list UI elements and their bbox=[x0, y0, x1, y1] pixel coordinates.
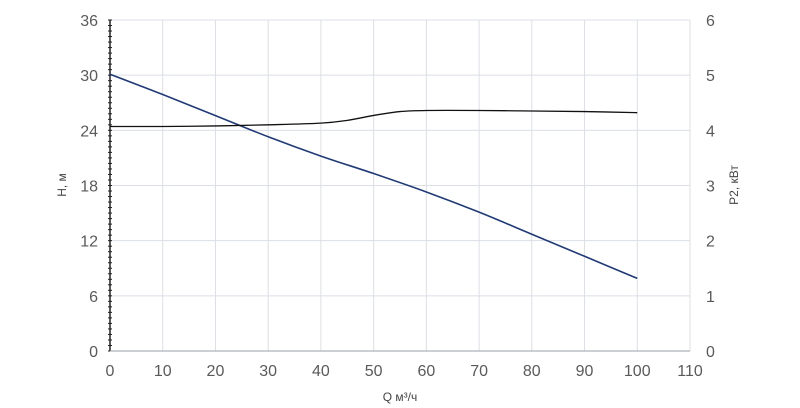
left-y-tick-label: 0 bbox=[89, 344, 98, 361]
x-tick-label: 0 bbox=[106, 363, 115, 380]
grid-lines bbox=[110, 19, 691, 351]
left-y-tick-label: 6 bbox=[89, 289, 98, 306]
right-axis-title: P2, кВт bbox=[727, 165, 741, 205]
right-y-tick-label: 6 bbox=[706, 13, 715, 30]
right-y-tick-label: 0 bbox=[706, 344, 715, 361]
right-axis-tick-labels: 0 1 2 3 4 5 6 bbox=[706, 13, 715, 361]
x-tick-label: 50 bbox=[365, 363, 383, 380]
left-axis-title: H, м bbox=[55, 173, 69, 197]
x-tick-label: 90 bbox=[576, 363, 594, 380]
left-y-tick-label: 18 bbox=[80, 179, 98, 196]
left-axis-tick-labels: 0 6 12 18 24 30 36 bbox=[80, 13, 98, 361]
x-tick-label: 60 bbox=[417, 363, 435, 380]
power-curve-line bbox=[109, 109, 638, 128]
left-y-tick-label: 36 bbox=[80, 13, 98, 30]
right-y-tick-label: 1 bbox=[706, 289, 715, 306]
x-tick-label: 70 bbox=[470, 363, 488, 380]
x-tick-label: 40 bbox=[312, 363, 330, 380]
left-y-tick-label: 30 bbox=[80, 68, 98, 85]
right-y-tick-label: 2 bbox=[706, 234, 715, 251]
left-y-tick-label: 24 bbox=[80, 123, 98, 140]
left-y-tick-label: 12 bbox=[80, 234, 98, 251]
x-tick-label: 100 bbox=[624, 363, 651, 380]
data-series bbox=[109, 73, 638, 280]
x-tick-label: 10 bbox=[154, 363, 172, 380]
right-y-tick-label: 4 bbox=[706, 123, 715, 140]
x-tick-label: 80 bbox=[523, 363, 541, 380]
head-curve-line bbox=[109, 73, 638, 280]
x-axis-tick-labels: 0 10 20 30 40 50 60 70 80 90 100 110 bbox=[106, 363, 703, 380]
x-tick-label: 20 bbox=[207, 363, 225, 380]
right-y-tick-label: 5 bbox=[706, 68, 715, 85]
x-tick-label: 110 bbox=[677, 363, 703, 380]
x-tick-label: 30 bbox=[259, 363, 277, 380]
right-y-tick-label: 3 bbox=[706, 179, 715, 196]
x-axis-title: Q м³/ч bbox=[383, 390, 418, 404]
chart-axes bbox=[108, 19, 690, 352]
